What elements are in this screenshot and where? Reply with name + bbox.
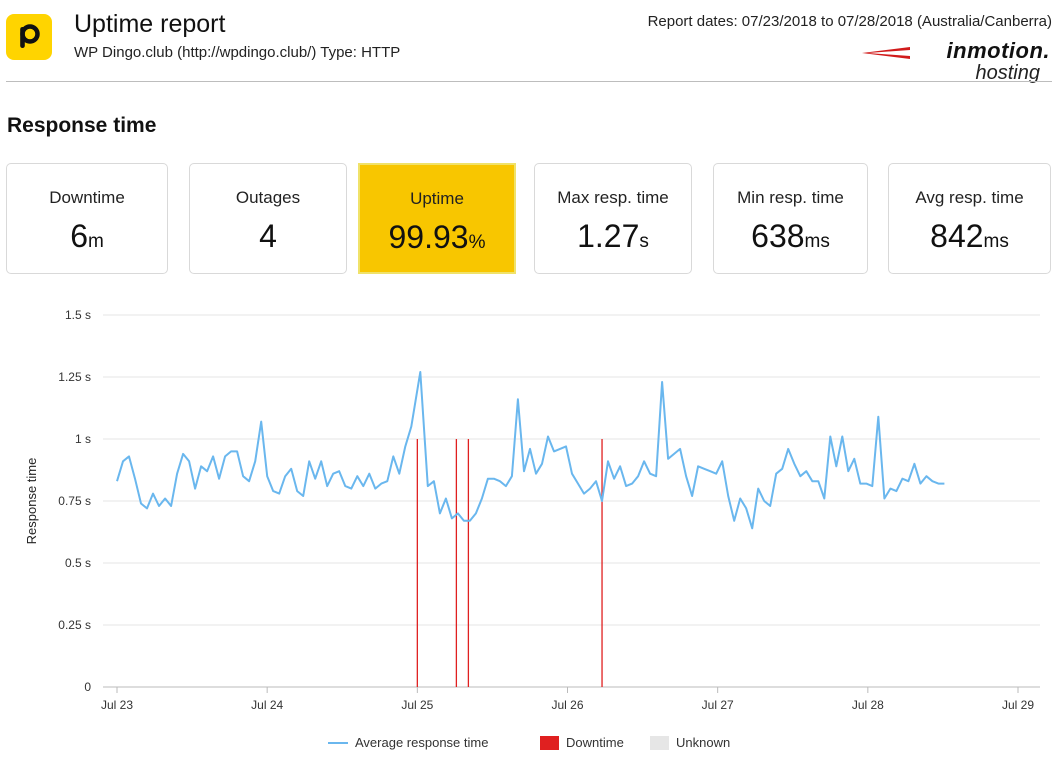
- stat-card-label: Min resp. time: [737, 188, 844, 207]
- stat-card-label: Outages: [235, 188, 301, 207]
- stat-value-unit: s: [639, 231, 649, 252]
- stat-card-value: 638ms: [714, 218, 867, 255]
- uptimerobot-logo: [6, 14, 52, 60]
- chart-legend: Average response time Downtime Unknown: [0, 735, 1058, 755]
- p-logo-icon: [20, 24, 40, 48]
- brand-sub: hosting: [975, 62, 1041, 84]
- stat-value-unit: %: [468, 232, 486, 253]
- stat-card-label: Max resp. time: [557, 188, 669, 207]
- legend-label: Unknown: [676, 735, 731, 750]
- y-tick-label: 1.5 s: [65, 308, 91, 322]
- monitor-subtitle: WP Dingo.club (http://wpdingo.club/) Typ…: [74, 44, 401, 61]
- brand-name: inmotion.: [946, 38, 1050, 63]
- stat-card: Downtime 6m: [6, 163, 168, 274]
- x-tick-label: Jul 25: [401, 698, 433, 712]
- x-tick-label: Jul 26: [551, 698, 583, 712]
- stat-card: Min resp. time 638ms: [713, 163, 868, 274]
- legend-item-average[interactable]: Average response time: [328, 735, 488, 750]
- stat-card: Uptime 99.93%: [358, 163, 516, 274]
- stat-value-number: 99.93: [388, 219, 469, 255]
- stat-value-unit: m: [87, 231, 104, 252]
- stat-card-value: 99.93%: [360, 219, 514, 256]
- series-line-average-response-time: [116, 371, 945, 530]
- stat-value-unit: ms: [983, 231, 1009, 252]
- stat-card: Outages 4: [189, 163, 347, 274]
- stat-card-label: Uptime: [410, 189, 464, 208]
- legend-item-unknown[interactable]: Unknown: [650, 735, 730, 750]
- y-tick-label: 1.25 s: [58, 370, 91, 384]
- stat-value-number: 842: [930, 218, 984, 254]
- stat-value-number: 4: [259, 218, 277, 254]
- x-tick-label: Jul 29: [1002, 698, 1034, 712]
- stat-card-value: 6m: [7, 218, 167, 255]
- stat-value-number: 6: [70, 218, 88, 254]
- legend-label: Downtime: [566, 735, 624, 750]
- stat-value-unit: ms: [804, 231, 830, 252]
- legend-downtime-swatch: [540, 735, 559, 750]
- y-tick-label: 0.75 s: [58, 494, 91, 508]
- x-tick-label: Jul 24: [251, 698, 283, 712]
- response-time-chart: 0 0.25 s 0.5 s 0.75 s 1 s 1.25 s 1.5 s Jul 23 Ju…: [0, 295, 1058, 760]
- y-tick-label: 0: [84, 680, 91, 694]
- x-tick-label: Jul 23: [101, 698, 133, 712]
- stat-card: Avg resp. time 842ms: [888, 163, 1051, 274]
- stat-card-value: 4: [190, 218, 346, 255]
- stat-card: Max resp. time 1.27s: [534, 163, 692, 274]
- y-tick-label: 0.25 s: [58, 618, 91, 632]
- legend-label: Average response time: [355, 735, 489, 750]
- stat-value-number: 638: [751, 218, 805, 254]
- stat-value-number: 1.27: [577, 218, 640, 254]
- inmotion-hosting-logo: inmotion. hosting: [850, 38, 1050, 86]
- report-dates: Report dates: 07/23/2018 to 07/28/2018 (…: [647, 13, 1052, 30]
- legend-unknown-swatch: [650, 735, 669, 750]
- page-title: Uptime report: [74, 10, 226, 38]
- y-axis-label: Response time: [24, 458, 39, 545]
- swoosh-icon: [862, 47, 910, 59]
- stat-card-label: Downtime: [49, 188, 125, 207]
- legend-line-swatch: [328, 741, 348, 744]
- x-tick-label: Jul 27: [702, 698, 734, 712]
- stat-card-label: Avg resp. time: [915, 188, 1024, 207]
- header-divider: [6, 81, 1052, 82]
- legend-item-downtime[interactable]: Downtime: [540, 735, 624, 750]
- y-tick-label: 1 s: [75, 432, 91, 446]
- stat-card-value: 1.27s: [535, 218, 691, 255]
- y-tick-label: 0.5 s: [65, 556, 91, 570]
- stat-card-value: 842ms: [889, 218, 1050, 255]
- x-tick-label: Jul 28: [852, 698, 884, 712]
- chart-svg: 0 0.25 s 0.5 s 0.75 s 1 s 1.25 s 1.5 s Jul 23 Ju…: [24, 308, 1040, 712]
- section-title: Response time: [7, 114, 157, 137]
